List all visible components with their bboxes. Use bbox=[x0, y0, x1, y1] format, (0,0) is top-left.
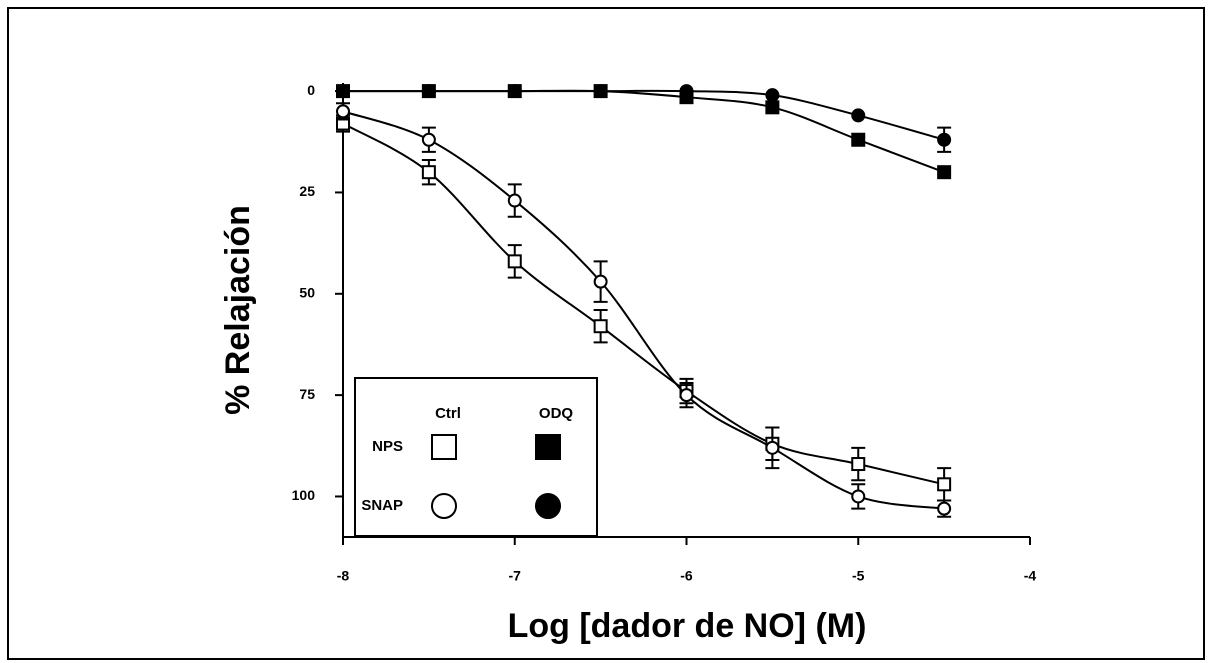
data-point bbox=[421, 84, 436, 99]
fit-curve bbox=[342, 110, 945, 510]
data-point bbox=[593, 84, 608, 99]
data-point bbox=[679, 84, 694, 99]
fit-curve bbox=[342, 89, 945, 141]
x-tick-label: -8 bbox=[337, 568, 350, 584]
x-tick-label: -4 bbox=[1024, 568, 1037, 584]
data-point bbox=[421, 132, 436, 147]
x-tick-label: -6 bbox=[680, 568, 693, 584]
legend-column-label: Ctrl bbox=[435, 405, 461, 422]
legend-row-label: SNAP bbox=[361, 497, 403, 514]
data-point bbox=[421, 165, 436, 180]
data-point bbox=[507, 193, 522, 208]
data-point bbox=[593, 274, 608, 289]
y-tick-label: 50 bbox=[299, 284, 315, 300]
y-tick-label: 0 bbox=[307, 82, 315, 98]
data-point bbox=[937, 132, 952, 147]
data-point bbox=[851, 457, 866, 472]
data-point bbox=[765, 440, 780, 455]
data-point bbox=[765, 88, 780, 103]
y-axis-label: % Relajación bbox=[219, 205, 257, 415]
data-point bbox=[679, 388, 694, 403]
data-point bbox=[937, 477, 952, 492]
frame bbox=[7, 7, 1205, 660]
data-point bbox=[937, 165, 952, 180]
legend-column-label: ODQ bbox=[539, 405, 574, 422]
x-tick-label: -5 bbox=[852, 568, 865, 584]
data-point bbox=[851, 489, 866, 504]
legend-marker bbox=[431, 434, 457, 460]
data-point bbox=[765, 100, 780, 115]
legend-marker bbox=[431, 493, 457, 519]
x-axis-label: Log [dador de NO] (M) bbox=[508, 607, 867, 645]
legend-marker bbox=[535, 493, 561, 519]
x-tick-label: -7 bbox=[509, 568, 522, 584]
data-point bbox=[507, 84, 522, 99]
data-point bbox=[336, 104, 350, 119]
data-point bbox=[593, 319, 608, 334]
y-tick-label: 75 bbox=[299, 386, 315, 402]
data-point bbox=[336, 84, 350, 99]
fit-curve bbox=[342, 122, 945, 486]
legend-marker bbox=[535, 434, 561, 460]
data-point bbox=[851, 132, 866, 147]
legend-row-label: NPS bbox=[372, 438, 403, 455]
y-tick-label: 25 bbox=[299, 183, 315, 199]
data-point bbox=[507, 254, 522, 269]
data-point bbox=[937, 501, 952, 516]
y-tick-label: 100 bbox=[292, 487, 316, 503]
data-point bbox=[851, 108, 866, 123]
